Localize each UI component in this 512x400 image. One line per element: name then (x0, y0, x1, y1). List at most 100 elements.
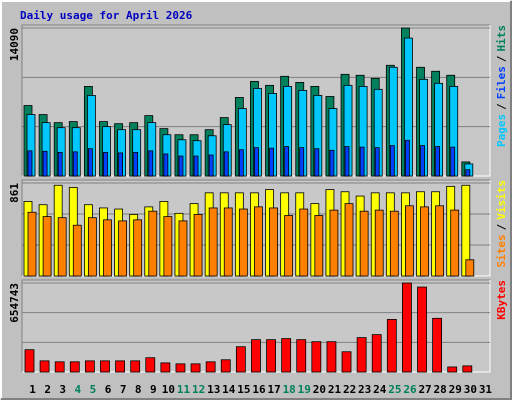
x-tick-label: 27 (418, 383, 431, 396)
bar (266, 339, 276, 373)
bar (208, 154, 214, 177)
bar (130, 360, 141, 373)
x-tick-label: 21 (328, 383, 342, 396)
bar (27, 211, 37, 277)
x-tick-label: 18 (283, 383, 296, 396)
x-tick-label: 12 (192, 383, 205, 396)
bar (296, 339, 307, 373)
bar (87, 217, 97, 277)
bar (314, 148, 320, 177)
bar (208, 207, 218, 277)
bar (405, 139, 410, 177)
bar (329, 149, 335, 177)
bar (145, 357, 156, 373)
bar (178, 155, 184, 177)
bar (118, 220, 127, 277)
bar (359, 146, 365, 177)
bar (420, 206, 429, 277)
legend-entry: Sites (495, 234, 508, 267)
bar (118, 152, 123, 177)
bar (374, 147, 380, 177)
bar (39, 360, 50, 373)
bar (447, 366, 458, 373)
bar (269, 207, 278, 277)
bar (465, 169, 471, 177)
bar (69, 361, 80, 373)
bar (371, 334, 382, 373)
bar (359, 210, 369, 277)
x-tick-label: 8 (135, 383, 142, 396)
chart-title: Daily usage for April 2026 (20, 9, 193, 22)
x-tick-label: 17 (267, 383, 280, 396)
bar (42, 216, 52, 277)
bar (405, 205, 414, 277)
bar (54, 361, 65, 373)
x-tick-label: 9 (150, 383, 157, 396)
bar (389, 145, 395, 177)
bar (432, 317, 443, 373)
x-tick-label: 19 (298, 383, 311, 396)
bar (115, 360, 125, 373)
bar (299, 208, 309, 277)
x-tick-label: 14 (222, 383, 236, 396)
bar (72, 151, 78, 177)
x-tick-label: 30 (464, 383, 477, 396)
bar (72, 224, 82, 277)
legend-entry: Hits (495, 25, 508, 52)
x-tick-label: 16 (252, 383, 266, 396)
bar (284, 215, 294, 277)
bar (100, 360, 110, 373)
bar (205, 361, 216, 373)
bar (148, 210, 158, 277)
x-tick-label: 13 (207, 383, 220, 396)
legend: Pages / Files / Hits (495, 25, 508, 147)
bar (420, 145, 425, 177)
legend: Sites / Visits (495, 180, 508, 268)
bar (269, 147, 274, 177)
x-tick-label: 26 (403, 383, 417, 396)
legend-entry: Pages (495, 114, 508, 147)
legend-separator: / (495, 223, 508, 230)
x-tick-label: 31 (479, 383, 493, 396)
x-tick-label: 11 (177, 383, 191, 396)
bar (450, 146, 456, 177)
bar (402, 282, 412, 373)
bar (42, 150, 48, 177)
bar (417, 286, 427, 373)
bar (251, 339, 261, 373)
bar (314, 215, 324, 277)
y-tick-label: 654743 (8, 283, 21, 323)
x-tick-label: 28 (434, 383, 447, 396)
bar (223, 151, 229, 177)
y-tick-label: 861 (8, 183, 21, 203)
x-tick-label: 29 (449, 383, 462, 396)
bar (148, 150, 154, 177)
x-tick-label: 5 (90, 383, 97, 396)
x-tick-label: 15 (237, 383, 250, 396)
bar (326, 341, 337, 373)
bar (311, 341, 322, 373)
bar (284, 146, 290, 177)
bar (84, 360, 95, 373)
x-tick-label: 6 (105, 383, 112, 396)
x-tick-label: 25 (388, 383, 401, 396)
bar (133, 151, 139, 177)
bar (220, 359, 231, 373)
bar (389, 210, 399, 277)
bar (103, 151, 108, 177)
bar (193, 155, 199, 177)
bar (87, 148, 93, 177)
bar (435, 146, 441, 177)
bar (193, 214, 203, 277)
bar (178, 220, 188, 277)
bar (374, 209, 384, 277)
bar (344, 146, 350, 177)
bar (254, 206, 263, 277)
bar (329, 209, 339, 277)
bar (254, 147, 259, 177)
bar (235, 346, 246, 373)
